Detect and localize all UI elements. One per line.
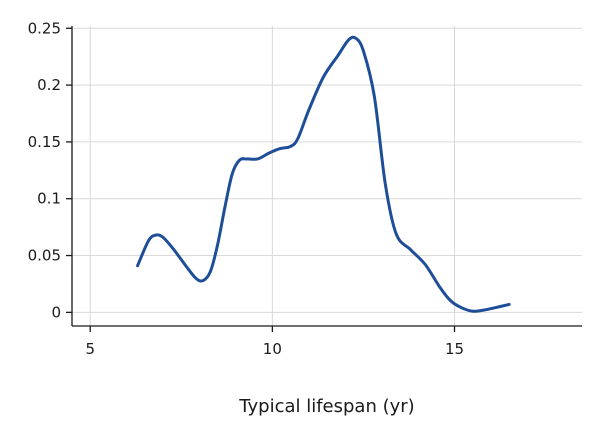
x-tick-label: 15 (445, 340, 464, 358)
ticks: 0 0.05 0.1 0.15 0.2 0.25 5 10 15 (28, 19, 464, 358)
y-tick-label: 0.25 (28, 19, 61, 37)
density-line (136, 35, 511, 313)
axes (71, 26, 582, 327)
y-tick-label: 0.05 (28, 247, 61, 265)
series (136, 35, 511, 313)
y-tick-label: 0.15 (28, 133, 61, 151)
y-tick-label: 0.2 (37, 76, 61, 94)
x-axis-title: Typical lifespan (yr) (238, 396, 414, 417)
y-tick-label: 0.1 (37, 190, 61, 208)
x-tick-label: 5 (85, 340, 95, 358)
x-tick-label: 10 (263, 340, 282, 358)
y-tick-label: 0 (51, 303, 61, 321)
grid-lines (72, 26, 582, 326)
